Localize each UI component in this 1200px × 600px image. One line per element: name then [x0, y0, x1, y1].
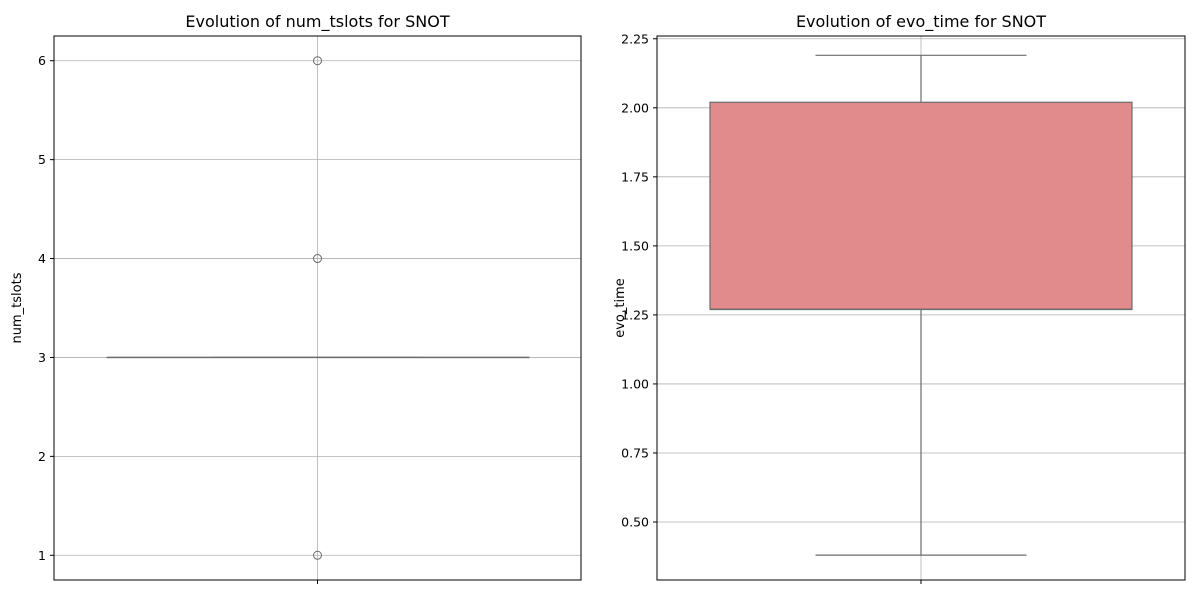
- y-tick-label: 2.25: [621, 31, 649, 46]
- chart-title: Evolution of evo_time for SNOT: [796, 12, 1046, 32]
- y-tick-label: 1.25: [621, 307, 649, 322]
- chart-title: Evolution of num_tslots for SNOT: [185, 12, 449, 32]
- y-tick-label: 2: [38, 449, 46, 464]
- y-tick-label: 0.75: [621, 445, 649, 460]
- outlier-point: [313, 56, 322, 66]
- y-tick-label: 3: [38, 350, 46, 365]
- y-tick-label: 5: [38, 152, 46, 167]
- plot-frame: [53, 35, 582, 581]
- y-tick-label: 2.00: [621, 100, 649, 115]
- y-tick-label: 1: [38, 548, 46, 563]
- box-iqr: [709, 101, 1133, 310]
- y-tick-label: 6: [38, 53, 46, 68]
- chart-panel-2: 0.50 0.75 1.00 1.25 1.50 1.75 2.00 2.25 Evolutio…: [613, 12, 1186, 584]
- outlier-point: [313, 550, 322, 560]
- y-tick-label: 0.50: [621, 515, 649, 530]
- y-axis-label: num_tslots: [10, 272, 25, 343]
- y-tick-label: 1.00: [621, 376, 649, 391]
- y-tick-label: 4: [38, 251, 46, 266]
- outlier-point: [313, 254, 322, 264]
- y-tick-label: 1.50: [621, 238, 649, 253]
- y-tick-label: 1.75: [621, 169, 649, 184]
- plot-frame: [656, 35, 1186, 581]
- y-axis-label: evo_time: [613, 278, 628, 338]
- chart-panel-1: 1 2 3 4 5 6 Evolution of num_tslots for SNOT nu…: [10, 12, 582, 584]
